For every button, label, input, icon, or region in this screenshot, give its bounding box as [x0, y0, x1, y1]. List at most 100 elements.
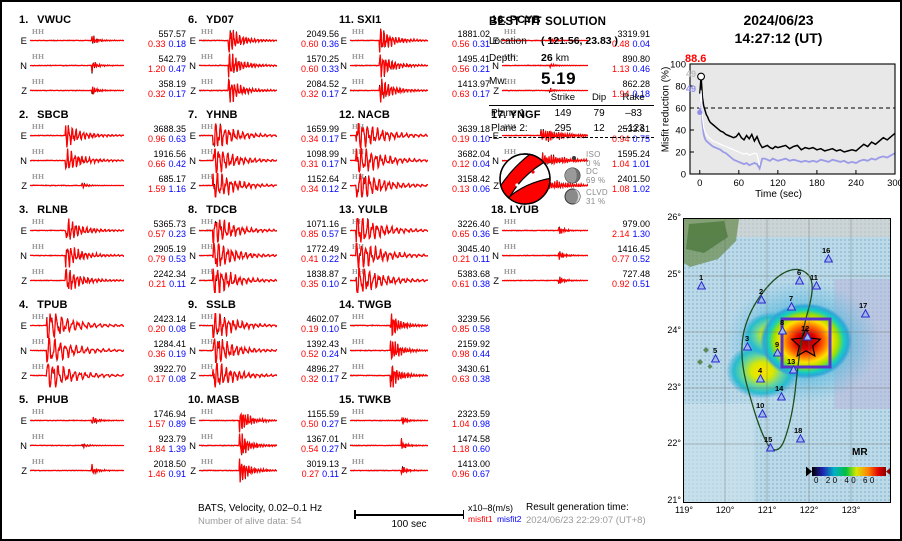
map-station-triangle-icon[interactable] — [742, 341, 753, 353]
misfit2-value: 0.17 — [321, 89, 339, 99]
trace-values: 1746.94 1.57 0.89 — [124, 408, 186, 433]
misfit2-value: 0.23 — [168, 229, 186, 239]
station-name: NACB — [357, 109, 390, 121]
misfit2-value: 0.27 — [321, 419, 339, 429]
station-title: 7. YHNB — [188, 109, 339, 121]
synthetic-waveform — [30, 219, 124, 239]
waveform-plot: HH — [350, 147, 428, 173]
misfit-values: 0.12 0.04 — [452, 159, 490, 169]
chart-ytick-label: 20 — [675, 147, 686, 158]
waveform-plot: HH — [502, 242, 588, 268]
misfit2-value: 0.11 — [322, 469, 339, 479]
station-column-1: 1. VWUC E HH 557.57 0.33 0.18 N HH 542.79 1.20 0.4… — [18, 14, 186, 489]
misfit-values: 0.17 0.08 — [148, 374, 186, 384]
nodal-planes-table: Strike Dip Rake Plane 1: 149 79 –83 Plan… — [489, 92, 654, 138]
iso-glyph-icon — [572, 156, 576, 160]
misfit1-value: 0.61 — [451, 279, 470, 289]
map-station-triangle-icon[interactable] — [696, 280, 707, 292]
synthetic-waveform — [199, 339, 277, 363]
map-station-number: 11 — [810, 273, 818, 282]
waveform-traces — [30, 123, 124, 148]
amplitude-value: 2423.14 — [153, 314, 186, 324]
misfit1-value: 0.96 — [147, 134, 166, 144]
waveform-traces — [350, 268, 428, 293]
trace-values: 2159.92 0.98 0.44 — [428, 338, 490, 363]
waveform-traces — [199, 123, 277, 148]
station-name: TDCB — [206, 204, 238, 216]
trace-values: 1838.87 0.35 0.10 — [277, 268, 339, 293]
component-label: E — [189, 226, 196, 237]
station-column-2: 6. YD07 E HH 2049.56 0.60 0.36 N HH 1570.25 0.60 0… — [187, 14, 339, 489]
band-code-label: HH — [32, 52, 45, 61]
station-index: 16. — [491, 14, 507, 26]
amplitude-value: 890.80 — [622, 54, 650, 64]
map-station-triangle-icon[interactable] — [757, 408, 768, 420]
waveform-traces — [199, 313, 277, 338]
misfit1-value: 0.96 — [451, 469, 470, 479]
dc-percent: 69 % — [586, 176, 606, 186]
map-station-triangle-icon[interactable] — [795, 433, 806, 445]
trace-row: Z HH 727.48 0.92 0.51 — [490, 267, 650, 293]
synthetic-waveform — [30, 417, 124, 423]
station-name: LYUB — [509, 204, 540, 216]
misfit-values: 1.08 1.02 — [612, 184, 650, 194]
station-name: SSLB — [206, 299, 236, 311]
station-panel-masb: 10. MASB E HH 1155.59 0.50 0.27 N HH 1367.01 0.54… — [187, 394, 339, 483]
synthetic-waveform — [199, 459, 277, 483]
depth-unit: km — [555, 53, 570, 64]
station-title: 5. PHUB — [19, 394, 186, 406]
component-label: E — [20, 226, 27, 237]
synthetic-waveform — [350, 314, 428, 336]
series-2-line — [699, 90, 761, 166]
colorbar-title: MR — [852, 447, 868, 458]
map-latitude-tick: 26° — [667, 212, 681, 222]
plane2-strike: 295 — [541, 121, 585, 138]
band-code-label: HH — [504, 242, 517, 251]
map-station-triangle-icon[interactable] — [860, 308, 871, 320]
misfit2-value: 0.36 — [472, 229, 490, 239]
band-code-label: HH — [32, 147, 45, 156]
station-panel-tdcb: 8. TDCB E HH 1071.16 0.85 0.57 N HH 1772.49 0.41 0… — [187, 204, 339, 293]
map-station-triangle-icon[interactable] — [772, 347, 783, 359]
misfit-values: 1.18 0.60 — [452, 444, 490, 454]
map-station-triangle-icon[interactable] — [765, 442, 776, 454]
map-station-triangle-icon[interactable] — [802, 331, 813, 343]
waveform-traces — [502, 53, 588, 78]
map-station-triangle-icon[interactable] — [777, 325, 788, 337]
waveform-traces — [350, 28, 428, 53]
synthetic-waveform — [350, 467, 428, 473]
map-station-triangle-icon[interactable] — [776, 391, 787, 403]
map-station-triangle-icon[interactable] — [710, 353, 721, 365]
synthetic-waveform — [199, 124, 277, 147]
map-station-triangle-icon[interactable] — [786, 301, 797, 313]
trace-row: E HH 3226.40 0.65 0.36 — [338, 217, 490, 243]
map-station-triangle-icon[interactable] — [794, 275, 805, 287]
map-station-triangle-icon[interactable] — [788, 364, 799, 376]
annotation-blue-49: 49 — [686, 84, 697, 94]
map-station-number: 13 — [787, 357, 796, 366]
misfit2-value: 0.36 — [321, 39, 339, 49]
station-panel-rlnb: 3. RLNB E HH 5365.73 0.57 0.23 N HH 2905.19 0.79 0… — [18, 204, 186, 293]
waveform-traces — [350, 218, 428, 243]
trace-row: N HH 2905.19 0.79 0.53 — [18, 242, 186, 268]
map-station-triangle-icon[interactable] — [811, 280, 822, 292]
map-station-triangle-icon[interactable] — [823, 253, 834, 265]
waveform-traces — [199, 363, 277, 388]
waveform-plot: HH — [30, 312, 124, 338]
synthetic-waveform — [30, 125, 124, 147]
station-panel-yulb: 13. YULB E HH 3226.40 0.65 0.36 N HH 3045.40 0.21… — [338, 204, 490, 293]
depth-label: Depth: — [489, 53, 519, 64]
map-station-triangle-icon[interactable] — [756, 294, 767, 306]
map-canvas[interactable]: 1 2 3 4 5 6 7 8 9 10 11 12 13 14 15 16 17 18 MR 0 20 40 6… — [683, 218, 891, 503]
misfit1-value: 0.21 — [452, 254, 471, 264]
station-panel-phub: 5. PHUB E HH 1746.94 1.57 0.89 N HH 923.79 1.84 1.… — [18, 394, 186, 483]
component-label: E — [492, 226, 499, 237]
misfit2-value: 0.17 — [472, 89, 490, 99]
station-name: PCYB — [509, 14, 541, 26]
misfit-values: 0.36 0.19 — [148, 349, 186, 359]
misfit-values: 0.41 0.22 — [301, 254, 339, 264]
misfit2-value: 0.52 — [632, 254, 650, 264]
map-station-triangle-icon[interactable] — [755, 373, 766, 385]
station-name: SBCB — [37, 109, 69, 121]
component-label: N — [492, 156, 499, 167]
